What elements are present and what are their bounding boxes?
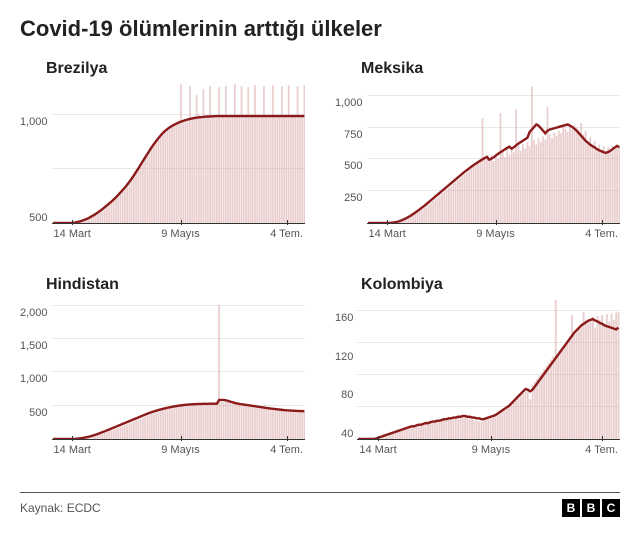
chart-panel: Meksika 1,000 750 500 250 14 Mart 9 Mayıs 4 Tem… (335, 60, 620, 254)
plot-wrap: 14 Mart 9 Mayıs 4 Tem. (367, 84, 620, 254)
charts-grid: Brezilya1,00050014 Mart9 Mayıs4 Tem.Meks… (20, 60, 620, 470)
x-tick-label: 9 Mayıs (161, 444, 200, 456)
panel-title: Brezilya (46, 60, 305, 78)
chart-svg (52, 84, 305, 223)
plot-wrap: 14 Mart 9 Mayıs 4 Tem. (52, 300, 305, 470)
bars-group (379, 300, 620, 439)
y-axis: 1,000 750 500 250 (335, 84, 367, 224)
footer: Kaynak: ECDC BBC (20, 492, 620, 517)
x-axis: 14 Mart 9 Mayıs 4 Tem. (52, 444, 305, 456)
plot (52, 84, 305, 224)
plot-wrap: 14 Mart 9 Mayıs 4 Tem. (52, 84, 305, 254)
y-tick-label: 250 (344, 192, 362, 204)
x-tick-label: 14 Mart (369, 228, 406, 240)
chart-area: 1,000 750 500 250 14 Mart 9 Mayıs 4 Tem. (335, 84, 620, 254)
y-tick-label: 80 (341, 389, 353, 401)
x-tick-label: 4 Tem. (585, 228, 618, 240)
y-tick-label: 750 (344, 129, 362, 141)
y-axis: 160 120 80 40 (335, 300, 357, 440)
source-label: Kaynak: ECDC (20, 501, 101, 515)
y-tick-label: 1,000 (20, 116, 48, 128)
y-tick-label: 160 (335, 312, 353, 324)
x-axis: 14 Mart 9 Mayıs 4 Tem. (357, 444, 620, 456)
x-tick-label: 9 Mayıs (476, 228, 515, 240)
chart-panel: Hindistan 2,000 1,500 1,000 500 14 Mart 9 Mayı… (20, 276, 305, 470)
panel-title: Meksika (361, 60, 620, 78)
y-tick-label: 1,000 (335, 97, 363, 109)
chart-area: 160 120 80 40 14 Mart 9 Mayıs 4 Tem. (335, 300, 620, 470)
bars-group (391, 87, 619, 223)
x-axis: 14 Mart 9 Mayıs 4 Tem. (367, 228, 620, 240)
x-tick-label: 4 Tem. (270, 444, 303, 456)
y-tick-label: 500 (344, 160, 362, 172)
plot (367, 84, 620, 224)
x-axis: 14 Mart 9 Mayıs 4 Tem. (52, 228, 305, 240)
plot (52, 300, 305, 440)
plot-wrap: 14 Mart 9 Mayıs 4 Tem. (357, 300, 620, 470)
y-tick-label: 500 (29, 212, 47, 224)
chart-panel: Kolombiya 160 120 80 40 14 Mart 9 Mayıs 4 Tem. (335, 276, 620, 470)
bars-group (74, 305, 305, 439)
y-axis: 2,000 1,500 1,000 500 (20, 300, 52, 440)
y-tick-label: 2,000 (20, 307, 48, 319)
x-tick-label: 14 Mart (54, 228, 91, 240)
y-tick-label: 120 (335, 351, 353, 363)
chart-container: Covid-19 ölümlerinin arttığı ülkeler Bre… (0, 0, 640, 527)
y-tick-label: 1,500 (20, 340, 48, 352)
main-title: Covid-19 ölümlerinin arttığı ülkeler (20, 16, 620, 42)
x-tick-label: 4 Tem. (585, 444, 618, 456)
bbc-logo: BBC (562, 499, 620, 517)
plot (357, 300, 620, 440)
chart-area: 2,000 1,500 1,000 500 14 Mart 9 Mayıs 4 Tem. (20, 300, 305, 470)
chart-svg (52, 300, 305, 439)
x-tick-label: 14 Mart (359, 444, 396, 456)
y-tick-label: 40 (341, 428, 353, 440)
bbc-logo-block: C (602, 499, 620, 517)
y-axis: 1,000 500 (20, 84, 52, 224)
x-tick-label: 4 Tem. (270, 228, 303, 240)
bbc-logo-block: B (582, 499, 600, 517)
bbc-logo-block: B (562, 499, 580, 517)
chart-svg (357, 300, 620, 439)
panel-title: Hindistan (46, 276, 305, 294)
y-tick-label: 1,000 (20, 373, 48, 385)
y-tick-label: 500 (29, 407, 47, 419)
chart-panel: Brezilya 1,000 500 14 Mart 9 Mayıs 4 Tem. (20, 60, 305, 254)
x-tick-label: 14 Mart (54, 444, 91, 456)
x-tick-label: 9 Mayıs (161, 228, 200, 240)
panel-title: Kolombiya (361, 276, 620, 294)
chart-svg (367, 84, 620, 223)
chart-area: 1,000 500 14 Mart 9 Mayıs 4 Tem. (20, 84, 305, 254)
x-tick-label: 9 Mayıs (472, 444, 511, 456)
